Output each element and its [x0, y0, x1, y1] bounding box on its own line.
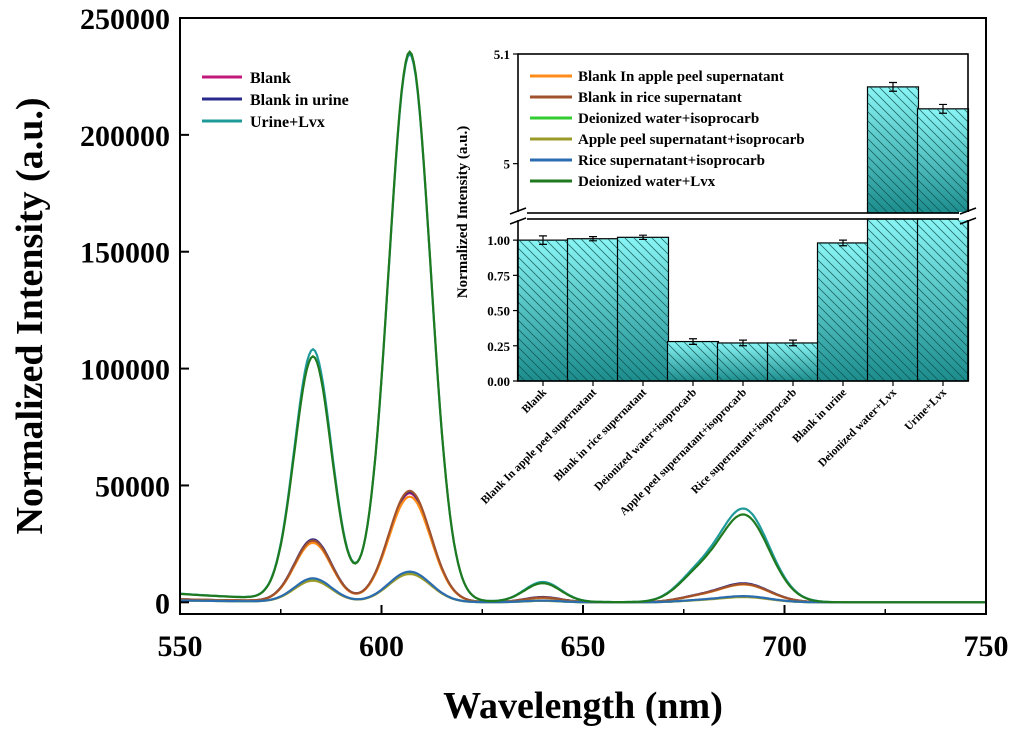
inset-error-bar — [889, 81, 897, 92]
spectrum-line — [180, 50, 986, 604]
inset-error-bar — [589, 236, 597, 242]
inset-legend-label: Deionized water+Lvx — [578, 174, 716, 190]
x-tick-label: 750 — [964, 630, 1009, 663]
x-tick-label: 550 — [158, 630, 203, 663]
inset-category-label: Deionized water+isoprocarb — [592, 387, 699, 494]
inset-error-bar — [939, 103, 947, 114]
x-tick-label: 650 — [561, 630, 606, 663]
inset-category-label: Blank in rice supernatant — [552, 387, 649, 484]
y-axis-ticks: 0 50000 100000 150000 200000 250000 — [80, 3, 189, 620]
inset-error-bar — [739, 339, 747, 347]
spectrum-lines — [180, 50, 986, 604]
break-gap — [509, 212, 527, 220]
spectrum-line — [180, 570, 986, 604]
y-tick-label: 200000 — [80, 120, 170, 153]
inset-bar-chart: Blank In apple peel supernatant Blank in … — [455, 47, 977, 518]
inset-y-axis-label: Normalized Intensity (a.u.) — [455, 126, 471, 299]
y-tick-label: 100000 — [80, 354, 170, 387]
x-axis-label: Wavelength (nm) — [443, 685, 723, 727]
inset-legend-label: Deionized water+isoprocarb — [578, 111, 759, 127]
inset-error-bar — [539, 235, 547, 245]
legend-label: Blank — [250, 70, 291, 87]
inset-y-tick-label: 0.75 — [487, 268, 510, 283]
inset-bar-hatch — [867, 219, 919, 381]
inset-category-label: Urine+Lvx — [903, 386, 950, 433]
main-spectrum-chart: 550 600 650 700 750 0 50000 100000 150000 200000… — [9, 3, 1009, 727]
y-tick-label: 250000 — [80, 3, 170, 36]
inset-error-bar — [689, 338, 697, 345]
legend-label: Urine+Lvx — [250, 114, 325, 131]
inset-category-label: Rice supernatant+isoprocarb — [689, 387, 799, 497]
inset-legend-label: Rice supernatant+isoprocarb — [578, 153, 765, 169]
inset-bar-hatch — [617, 237, 669, 381]
inset-error-bar — [789, 339, 797, 347]
spectrum-line — [180, 492, 986, 604]
y-axis-label: Normalized Intensity (a.u.) — [9, 98, 51, 535]
inset-y-tick-label: 0.50 — [487, 304, 510, 319]
inset-legend-label: Blank in rice supernatant — [578, 90, 742, 106]
inset-bar-hatch — [717, 342, 769, 381]
inset-y-tick-label: 5.1 — [494, 47, 510, 62]
inset-bar-hatch — [917, 219, 969, 381]
inset-bar-hatch — [817, 242, 869, 381]
spectrum-line — [180, 572, 986, 604]
x-tick-label: 700 — [762, 630, 807, 663]
x-axis-ticks: 550 600 650 700 750 — [158, 605, 1009, 663]
break-slash — [959, 207, 977, 225]
break-gap — [959, 212, 977, 220]
inset-bar-upper-hatch — [917, 108, 969, 213]
inset-y-ticks: 0.00 0.25 0.50 0.75 1.00 5 5.1 — [487, 47, 518, 389]
inset-bar-upper-hatch — [867, 86, 919, 213]
inset-upper-frame — [517, 53, 969, 214]
axis-break-marks — [509, 207, 977, 225]
inset-bar-hatch — [517, 240, 569, 381]
inset-y-tick-label: 1.00 — [487, 233, 510, 248]
inset-error-bar — [839, 239, 847, 247]
inset-bar-hatch — [567, 238, 619, 381]
inset-bar-hatch — [667, 341, 719, 381]
legend-label: Blank in urine — [250, 92, 349, 109]
inset-error-bar — [639, 234, 647, 241]
spectrum-line — [180, 571, 986, 604]
x-tick-label: 600 — [359, 630, 404, 663]
break-slash — [509, 207, 527, 225]
inset-y-tick-label: 0.25 — [487, 339, 510, 354]
y-tick-label: 150000 — [80, 237, 170, 270]
y-tick-label: 0 — [155, 587, 170, 620]
inset-category-label: Blank — [520, 386, 550, 416]
inset-y-tick-label: 0.00 — [487, 374, 510, 389]
inset-bar-hatch — [767, 342, 819, 381]
y-tick-label: 50000 — [95, 470, 170, 503]
inset-legend: Blank In apple peel supernatant Blank in … — [530, 69, 805, 190]
inset-legend-label: Blank In apple peel supernatant — [578, 69, 784, 85]
inset-legend-label: Apple peel supernatant+isoprocarb — [578, 132, 805, 148]
inset-y-tick-label: 5 — [504, 157, 511, 172]
main-legend: Blank Blank in urine Urine+Lvx — [202, 70, 349, 131]
inset-bars — [516, 81, 970, 382]
